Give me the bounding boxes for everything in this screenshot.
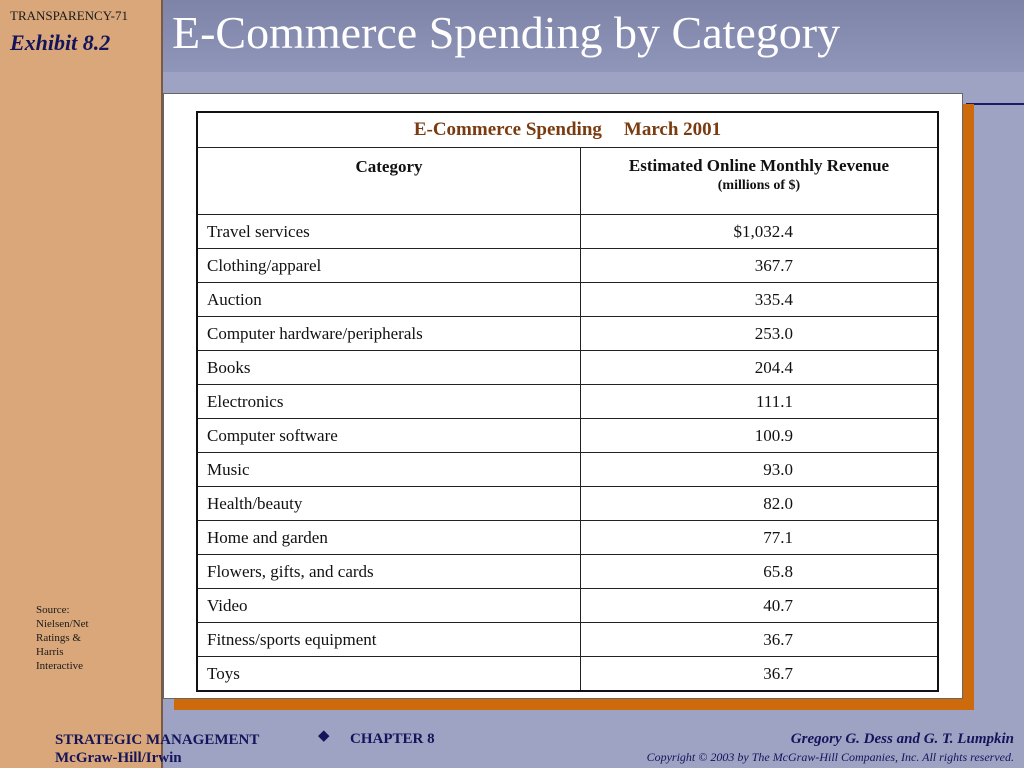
footer-left: STRATEGIC MANAGEMENT McGraw-Hill/Irwin <box>55 731 259 767</box>
row-category: Fitness/sports equipment <box>196 622 581 657</box>
title-bar <box>163 0 1024 72</box>
transparency-label: TRANSPARENCY-71 <box>10 8 128 23</box>
table-row: Home and garden 77.1 <box>196 520 939 555</box>
row-category: Video <box>196 588 581 623</box>
footer-publisher: McGraw-Hill/Irwin <box>55 750 182 766</box>
exhibit-label: Exhibit 8.2 <box>10 30 111 55</box>
row-value: 65.8 <box>580 554 939 589</box>
row-category: Electronics <box>196 384 581 419</box>
row-value: 36.7 <box>580 622 939 657</box>
footer-book-title: STRATEGIC MANAGEMENT <box>55 732 260 748</box>
row-category: Toys <box>196 656 581 692</box>
table-row: Books 204.4 <box>196 350 939 385</box>
row-value: $1,032.4 <box>580 214 939 249</box>
source-line: Nielsen/Net <box>36 618 89 630</box>
source-note: Source: Nielsen/Net Ratings & Harris Int… <box>36 603 106 673</box>
table-caption-row: E-Commerce Spending March 2001 <box>196 111 939 148</box>
header-revenue: Estimated Online Monthly Revenue (millio… <box>580 147 939 215</box>
row-category: Books <box>196 350 581 385</box>
source-line: Source: <box>36 604 70 616</box>
row-value: 93.0 <box>580 452 939 487</box>
row-category: Travel services <box>196 214 581 249</box>
row-category: Music <box>196 452 581 487</box>
row-category: Home and garden <box>196 520 581 555</box>
row-category: Clothing/apparel <box>196 248 581 283</box>
footer-copyright: Copyright © 2003 by The McGraw-Hill Comp… <box>646 750 1014 764</box>
header-revenue-label: Estimated Online Monthly Revenue <box>628 156 890 175</box>
table-body: Travel services $1,032.4 Clothing/apparel 3… <box>196 214 939 692</box>
row-value: 40.7 <box>580 588 939 623</box>
row-category: Computer software <box>196 418 581 453</box>
accent-line <box>966 103 1024 105</box>
table-header-row: Category Estimated Online Monthly Revenu… <box>196 147 939 215</box>
table-row: Fitness/sports equipment 36.7 <box>196 622 939 657</box>
table-row: Video 40.7 <box>196 588 939 623</box>
row-value: 253.0 <box>580 316 939 351</box>
row-value: 82.0 <box>580 486 939 521</box>
table-caption-date: March 2001 <box>623 119 722 140</box>
row-category: Computer hardware/peripherals <box>196 316 581 351</box>
table-caption: E-Commerce Spending March 2001 <box>196 111 939 148</box>
source-line: Interactive <box>36 660 84 672</box>
table-row: Clothing/apparel 367.7 <box>196 248 939 283</box>
table-row: Electronics 111.1 <box>196 384 939 419</box>
table-row: Auction 335.4 <box>196 282 939 317</box>
row-value: 100.9 <box>580 418 939 453</box>
table-row: Computer hardware/peripherals 253.0 <box>196 316 939 351</box>
header-revenue-unit: (millions of $) <box>717 178 801 193</box>
table-row: Travel services $1,032.4 <box>196 214 939 249</box>
row-value: 36.7 <box>580 656 939 692</box>
footer-right: Gregory G. Dess and G. T. Lumpkin Copyri… <box>647 730 1014 765</box>
table-row: Flowers, gifts, and cards 65.8 <box>196 554 939 589</box>
source-line: Ratings & <box>36 632 81 644</box>
spending-table: E-Commerce Spending March 2001 Category E… <box>196 111 939 692</box>
source-line: Harris <box>36 646 64 658</box>
table-row: Toys 36.7 <box>196 656 939 692</box>
table-row: Music 93.0 <box>196 452 939 487</box>
row-value: 367.7 <box>580 248 939 283</box>
footer-chapter: CHAPTER 8 <box>350 731 435 747</box>
row-value: 111.1 <box>580 384 939 419</box>
left-panel: TRANSPARENCY-71 Exhibit 8.2 Source: Niel… <box>0 0 161 768</box>
row-category: Auction <box>196 282 581 317</box>
row-category: Health/beauty <box>196 486 581 521</box>
table-caption-title: E-Commerce Spending <box>413 119 602 140</box>
row-value: 335.4 <box>580 282 939 317</box>
row-value: 204.4 <box>580 350 939 385</box>
row-category: Flowers, gifts, and cards <box>196 554 581 589</box>
page-title: E-Commerce Spending by Category <box>172 7 841 58</box>
diamond-icon: ◆ <box>318 728 330 744</box>
footer-authors: Gregory G. Dess and G. T. Lumpkin <box>790 731 1014 747</box>
table-row: Computer software 100.9 <box>196 418 939 453</box>
left-panel-edge <box>161 0 163 768</box>
row-value: 77.1 <box>580 520 939 555</box>
table-row: Health/beauty 82.0 <box>196 486 939 521</box>
header-category: Category <box>196 147 581 215</box>
